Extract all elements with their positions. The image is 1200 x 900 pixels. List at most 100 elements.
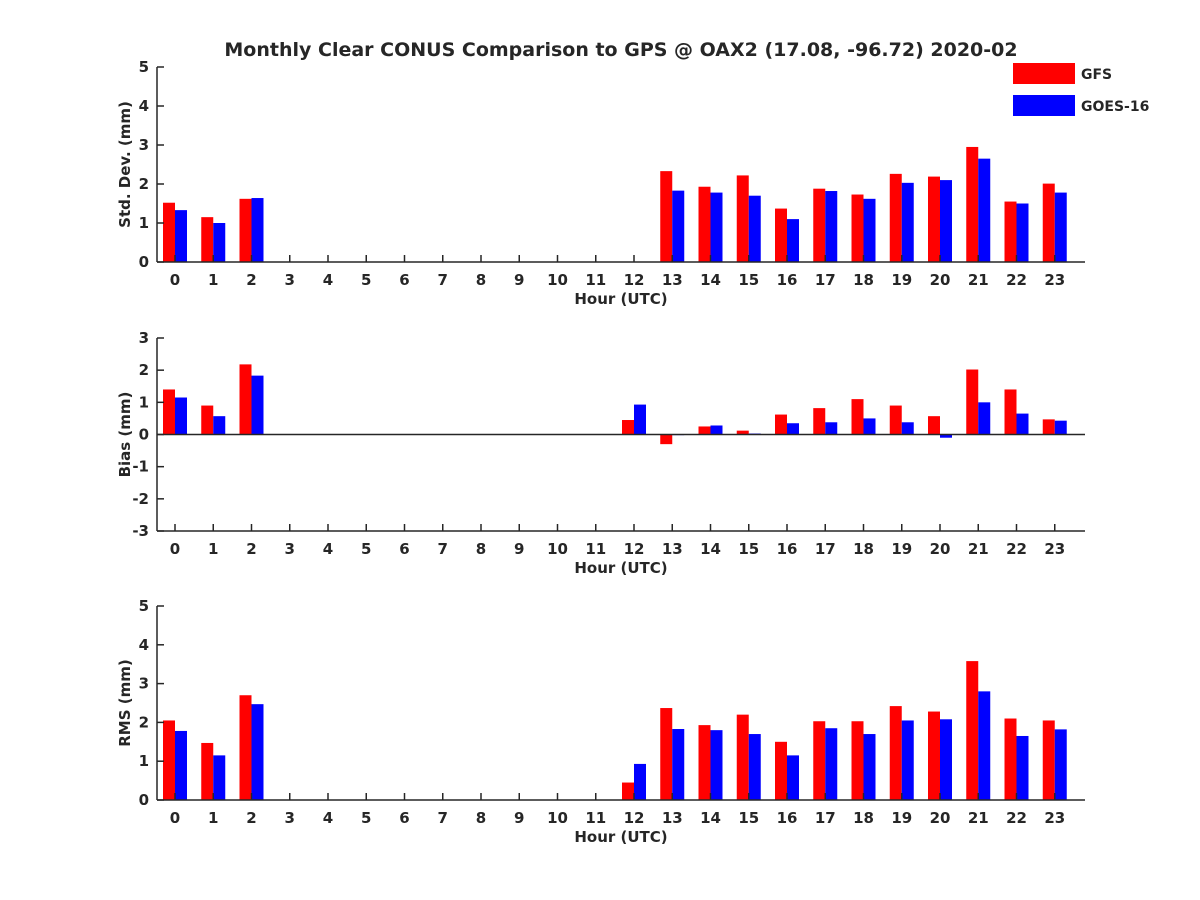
std-dev-xtick-label: 6 xyxy=(399,271,409,289)
bias-bar-goes16-14 xyxy=(710,425,723,435)
std-dev-xtick-label: 18 xyxy=(853,271,874,289)
bias-xtick-label: 0 xyxy=(170,540,180,558)
bias-xtick-label: 10 xyxy=(547,540,568,558)
bias-ytick-label: -2 xyxy=(132,490,149,508)
rms-xtick-label: 17 xyxy=(815,809,836,827)
bias-bar-gfs-23 xyxy=(1042,419,1055,435)
std-dev-xtick-label: 2 xyxy=(246,271,256,289)
rms-xtick-label: 11 xyxy=(585,809,606,827)
std-dev-bar-goes16-15 xyxy=(748,195,761,262)
std-dev-xtick-label: 10 xyxy=(547,271,568,289)
bias-bar-goes16-12 xyxy=(634,404,646,435)
bias-xtick-label: 1 xyxy=(208,540,218,558)
rms-bar-gfs-16 xyxy=(775,741,787,800)
std-dev-ytick-label: 4 xyxy=(139,97,149,115)
rms-bar-gfs-19 xyxy=(889,706,902,800)
std-dev-xtick-label: 4 xyxy=(323,271,333,289)
std-dev-ytick-label: 0 xyxy=(139,253,149,271)
bias-bar-gfs-1 xyxy=(201,405,214,435)
bias-xtick-label: 11 xyxy=(585,540,606,558)
std-dev-ytick-label: 5 xyxy=(139,58,149,76)
rms-xtick-label: 10 xyxy=(547,809,568,827)
std-dev-bar-goes16-1 xyxy=(213,223,226,262)
rms-bar-goes16-14 xyxy=(710,730,723,800)
bias-xtick-label: 14 xyxy=(700,540,721,558)
bias-xtick-label: 4 xyxy=(323,540,333,558)
rms-xtick-label: 0 xyxy=(170,809,180,827)
legend: GFS GOES-16 xyxy=(1013,63,1149,116)
std-dev-xtick-label: 0 xyxy=(170,271,180,289)
std-dev-xtick-label: 11 xyxy=(585,271,606,289)
std-dev-xtick-label: 15 xyxy=(738,271,759,289)
bias-xtick-label: 7 xyxy=(438,540,448,558)
rms-bar-gfs-14 xyxy=(698,725,711,800)
std-dev-xtick-label: 20 xyxy=(930,271,951,289)
rms-bar-goes16-19 xyxy=(901,720,914,800)
bias-bar-gfs-14 xyxy=(698,426,711,435)
std-dev-bar-goes16-23 xyxy=(1054,192,1067,262)
bias-xtick-label: 20 xyxy=(930,540,951,558)
std-dev-xtick-label: 14 xyxy=(700,271,721,289)
rms-ytick-label: 1 xyxy=(139,752,149,770)
bias-bar-gfs-19 xyxy=(889,405,902,435)
std-dev-xtick-label: 5 xyxy=(361,271,371,289)
bias-xtick-label: 3 xyxy=(285,540,295,558)
std-dev-xtick-label: 22 xyxy=(1006,271,1027,289)
bias-ytick-label: 2 xyxy=(139,361,149,379)
bias-y-axis-label: Bias (mm) xyxy=(116,392,134,478)
bias-bar-gfs-15 xyxy=(736,430,749,435)
bias-xtick-label: 12 xyxy=(624,540,645,558)
std-dev-bar-gfs-21 xyxy=(966,146,979,262)
std-dev-bar-gfs-0 xyxy=(163,202,175,262)
rms-bar-goes16-12 xyxy=(634,763,646,800)
rms-bar-goes16-13 xyxy=(672,729,685,800)
rms-xtick-label: 15 xyxy=(738,809,759,827)
std-dev-bar-gfs-20 xyxy=(928,176,940,262)
rms-bar-gfs-22 xyxy=(1004,718,1017,800)
bias-xtick-label: 8 xyxy=(476,540,486,558)
std-dev-xtick-label: 17 xyxy=(815,271,836,289)
std-dev-xtick-label: 16 xyxy=(777,271,798,289)
bias-ytick-label: -1 xyxy=(132,458,149,476)
rms-bar-gfs-17 xyxy=(813,721,826,800)
legend-swatch-gfs xyxy=(1013,63,1075,84)
std-dev-bar-gfs-16 xyxy=(775,208,787,262)
rms-xtick-label: 19 xyxy=(891,809,912,827)
legend-label-gfs: GFS xyxy=(1081,67,1112,83)
bias-bar-gfs-12 xyxy=(622,420,634,435)
std-dev-bar-goes16-0 xyxy=(175,210,187,262)
rms-xtick-label: 20 xyxy=(930,809,951,827)
rms-bar-goes16-1 xyxy=(213,755,226,800)
bias-bar-gfs-20 xyxy=(928,416,940,435)
bias-bar-goes16-18 xyxy=(863,418,876,435)
bias-bar-gfs-18 xyxy=(851,399,864,435)
bias-bar-gfs-16 xyxy=(775,414,787,435)
bias-ytick-label: -3 xyxy=(132,522,149,540)
rms-ytick-label: 5 xyxy=(139,597,149,615)
rms-xtick-label: 2 xyxy=(246,809,256,827)
rms-bar-gfs-23 xyxy=(1042,720,1055,800)
bias-xtick-label: 23 xyxy=(1044,540,1065,558)
rms-bar-goes16-22 xyxy=(1016,735,1029,800)
bias-ytick-label: 3 xyxy=(139,329,149,347)
std-dev-bar-gfs-1 xyxy=(201,217,214,262)
bias-xtick-label: 2 xyxy=(246,540,256,558)
std-dev-bar-goes16-13 xyxy=(672,190,685,262)
std-dev-bar-goes16-19 xyxy=(901,182,914,262)
std-dev-bar-gfs-17 xyxy=(813,188,826,262)
rms-bar-gfs-12 xyxy=(622,782,634,800)
bias-bar-goes16-2 xyxy=(251,375,264,435)
rms-xtick-label: 9 xyxy=(514,809,524,827)
rms-ytick-label: 2 xyxy=(139,713,149,731)
std-dev-bar-goes16-20 xyxy=(940,180,952,262)
bias-xtick-label: 19 xyxy=(891,540,912,558)
rms-bar-goes16-21 xyxy=(978,691,991,800)
rms-bar-gfs-20 xyxy=(928,711,940,800)
bias-bar-gfs-2 xyxy=(239,364,252,435)
std-dev-bar-goes16-21 xyxy=(978,158,991,262)
bias-bar-goes16-21 xyxy=(978,402,991,435)
bias-bar-goes16-19 xyxy=(901,422,914,435)
